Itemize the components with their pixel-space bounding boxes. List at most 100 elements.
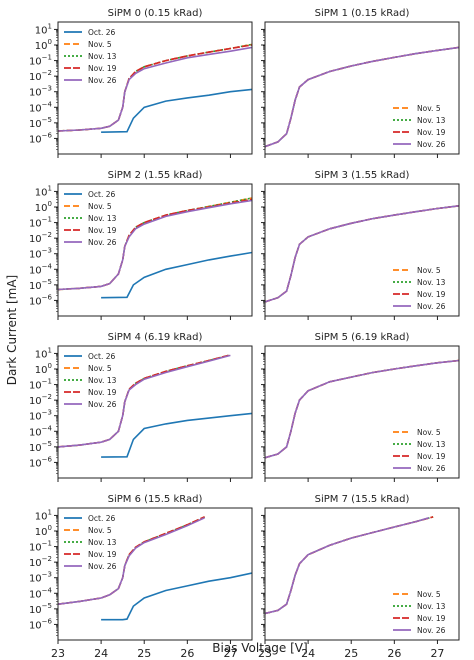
- panel-sipm-0: SiPM 0 (0.15 kRad)10−610−510−410−310−210…: [29, 8, 253, 158]
- y-tick-label: 10−4: [29, 586, 53, 600]
- plot-frame: [57, 507, 253, 641]
- legend: Nov. 5 Nov. 13 Nov. 19 Nov. 26: [393, 590, 446, 635]
- panel-title: SiPM 6 (15.5 kRad): [108, 494, 203, 505]
- legend-label: Nov. 13: [417, 278, 446, 287]
- panel-title: SiPM 0 (0.15 kRad): [108, 8, 203, 19]
- legend-label: Nov. 13: [88, 376, 117, 385]
- panel-sipm-7: SiPM 7 (15.5 kRad) 23 24 25 26 27 Nov. 5 Nov. 1…: [258, 494, 460, 660]
- y-tick-label: 101: [35, 346, 52, 360]
- legend-label: Nov. 26: [88, 400, 117, 409]
- series-line: [101, 572, 252, 621]
- y-axis-label: Dark Current [mA]: [5, 275, 19, 385]
- legend-label: Nov. 5: [417, 104, 441, 113]
- y-tick-label: 10−6: [29, 617, 53, 631]
- legend-label: Nov. 13: [417, 440, 446, 449]
- panel-title: SiPM 1 (0.15 kRad): [315, 8, 410, 19]
- plot-frame: [57, 345, 253, 479]
- legend-label: Nov. 26: [417, 302, 446, 311]
- plot-frame: [264, 183, 460, 317]
- legend-label: Nov. 19: [417, 128, 446, 137]
- y-tick-label: 101: [35, 508, 52, 522]
- legend-label: Nov. 19: [417, 614, 446, 623]
- legend-label: Nov. 13: [88, 52, 117, 61]
- legend: Oct. 26 Nov. 5 Nov. 13 Nov. 19 Nov. 26: [64, 352, 117, 409]
- legend-label: Nov. 5: [88, 40, 112, 49]
- panel-title: SiPM 3 (1.55 kRad): [315, 170, 410, 181]
- series-line: [265, 359, 459, 459]
- legend-label: Nov. 19: [88, 226, 117, 235]
- legend-label: Nov. 5: [417, 428, 441, 437]
- legend: Oct. 26 Nov. 5 Nov. 13 Nov. 19 Nov. 26: [64, 190, 117, 247]
- x-axis-label: Bias Voltage [V]: [212, 641, 307, 655]
- panel-sipm-2: SiPM 2 (1.55 kRad)10−610−510−410−310−210…: [29, 170, 253, 320]
- y-tick-label: 100: [35, 362, 52, 376]
- series-line: [58, 516, 205, 605]
- series-line: [58, 354, 231, 448]
- panel-sipm-6: SiPM 6 (15.5 kRad)10−610−510−410−310−210…: [29, 494, 253, 660]
- y-tick-label: 10−5: [29, 278, 52, 292]
- y-tick-label: 10−4: [29, 100, 53, 114]
- series-line: [265, 516, 434, 615]
- legend-label: Nov. 26: [417, 140, 446, 149]
- series-line: [101, 251, 252, 299]
- legend: Oct. 26 Nov. 5 Nov. 13 Nov. 19 Nov. 26: [64, 28, 117, 85]
- panel-title: SiPM 2 (1.55 kRad): [108, 170, 203, 181]
- y-tick-label: 100: [35, 38, 52, 52]
- plot-frame: [57, 183, 253, 317]
- y-tick-label: 10−1: [29, 378, 52, 392]
- panels: SiPM 0 (0.15 kRad)10−610−510−410−310−210…: [29, 8, 460, 660]
- x-tick-label: 26: [180, 647, 194, 660]
- y-tick-label: 10−6: [29, 131, 53, 145]
- series-line: [101, 412, 252, 458]
- y-tick-label: 10−2: [29, 393, 52, 407]
- plot-frame: [264, 345, 460, 479]
- y-tick-label: 100: [35, 524, 52, 538]
- panel-title: SiPM 7 (15.5 kRad): [315, 494, 410, 505]
- y-tick-label: 10−3: [29, 247, 52, 261]
- legend-label: Oct. 26: [88, 514, 116, 523]
- series-line: [58, 517, 205, 605]
- legend-label: Nov. 13: [417, 602, 446, 611]
- series-line: [265, 516, 434, 615]
- series-line: [58, 354, 231, 448]
- y-tick-label: 101: [35, 22, 52, 36]
- legend-label: Nov. 5: [88, 364, 112, 373]
- x-tick-label: 27: [223, 647, 237, 660]
- series-line: [265, 517, 430, 615]
- plot-frame: [57, 21, 253, 155]
- legend: Nov. 5 Nov. 13 Nov. 19 Nov. 26: [393, 104, 446, 149]
- panel-title: SiPM 4 (6.19 kRad): [108, 332, 203, 343]
- legend: Oct. 26 Nov. 5 Nov. 13 Nov. 19 Nov. 26: [64, 514, 117, 571]
- legend-label: Nov. 5: [88, 202, 112, 211]
- series-line: [58, 199, 252, 291]
- y-tick-label: 10−5: [29, 440, 52, 454]
- x-tick-label: 25: [137, 647, 151, 660]
- legend-label: Nov. 26: [88, 562, 117, 571]
- legend-label: Nov. 5: [88, 526, 112, 535]
- y-tick-label: 10−4: [29, 262, 53, 276]
- series-line: [58, 354, 231, 448]
- series-line: [265, 516, 434, 615]
- y-tick-label: 10−1: [29, 54, 52, 68]
- series-line: [265, 205, 459, 303]
- legend-label: Nov. 26: [88, 238, 117, 247]
- plot-frame: [264, 21, 460, 155]
- legend: Nov. 5 Nov. 13 Nov. 19 Nov. 26: [393, 428, 446, 473]
- y-tick-label: 10−2: [29, 231, 52, 245]
- legend-label: Nov. 13: [88, 538, 117, 547]
- series-line: [58, 516, 205, 605]
- y-tick-label: 100: [35, 200, 52, 214]
- x-tick-label: 27: [430, 647, 444, 660]
- y-tick-label: 10−1: [29, 540, 52, 554]
- legend-label: Nov. 5: [417, 590, 441, 599]
- legend-label: Nov. 19: [88, 388, 117, 397]
- panel-sipm-4: SiPM 4 (6.19 kRad)10−610−510−410−310−210…: [29, 332, 253, 482]
- y-tick-label: 101: [35, 184, 52, 198]
- x-tick-label: 26: [387, 647, 401, 660]
- y-tick-label: 10−5: [29, 116, 52, 130]
- legend-label: Nov. 19: [417, 452, 446, 461]
